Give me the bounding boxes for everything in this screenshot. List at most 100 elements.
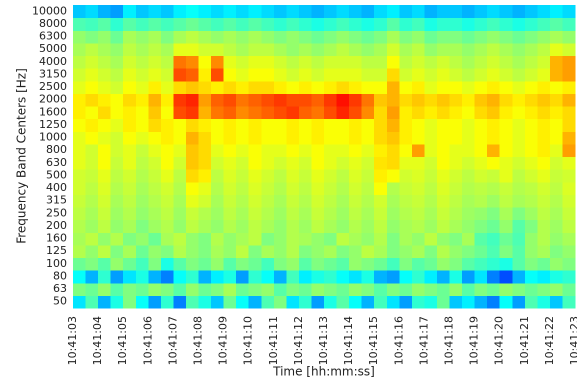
heat-cell	[311, 207, 325, 221]
heat-cell	[361, 118, 375, 132]
heat-cell	[499, 257, 513, 271]
heat-cell	[273, 181, 287, 195]
heat-cell	[185, 219, 199, 233]
heat-cell	[374, 131, 388, 145]
heat-cell	[211, 232, 225, 246]
heat-cell	[236, 219, 250, 233]
heat-cell	[311, 169, 325, 183]
heat-cell	[324, 106, 338, 120]
heat-cell	[261, 68, 275, 82]
heat-cell	[449, 30, 463, 44]
heat-cell	[311, 5, 325, 19]
heat-cell	[399, 5, 413, 19]
heat-cell	[474, 207, 488, 221]
heat-cell	[424, 80, 438, 94]
heat-cell	[298, 207, 312, 221]
heat-cell	[286, 282, 300, 296]
heat-cell	[248, 270, 262, 284]
heat-cell	[185, 143, 199, 157]
heat-cell	[85, 232, 99, 246]
heat-cell	[198, 194, 212, 208]
heat-cell	[399, 232, 413, 246]
heat-cell	[273, 282, 287, 296]
heat-cell	[524, 80, 538, 94]
heat-cell	[211, 156, 225, 170]
heat-cell	[349, 30, 363, 44]
heat-cell	[537, 295, 551, 309]
heat-cell	[436, 270, 450, 284]
heat-cell	[311, 106, 325, 120]
heat-cell	[487, 42, 501, 56]
heat-cell	[487, 131, 501, 145]
heat-cell	[436, 169, 450, 183]
heat-cell	[298, 181, 312, 195]
heat-cell	[524, 55, 538, 69]
heat-cell	[236, 93, 250, 107]
heat-cell	[110, 219, 124, 233]
heat-cell	[411, 244, 425, 258]
heat-cell	[424, 30, 438, 44]
heat-cell	[110, 257, 124, 271]
heat-cell	[549, 282, 563, 296]
heat-cell	[185, 156, 199, 170]
y-tick-label: 800	[46, 143, 67, 156]
heat-cell	[324, 257, 338, 271]
heat-cell	[198, 282, 212, 296]
heat-cell	[361, 55, 375, 69]
heat-cell	[499, 55, 513, 69]
heat-cell	[424, 257, 438, 271]
heat-cell	[135, 295, 149, 309]
heat-cell	[311, 219, 325, 233]
heat-cell	[349, 93, 363, 107]
heat-cell	[462, 282, 476, 296]
heat-cell	[73, 282, 87, 296]
heat-cell	[273, 257, 287, 271]
heat-cell	[85, 55, 99, 69]
heat-cell	[248, 169, 262, 183]
heat-cell	[487, 295, 501, 309]
heat-cell	[361, 80, 375, 94]
heat-cell	[449, 156, 463, 170]
heat-cell	[135, 93, 149, 107]
heat-cell	[436, 93, 450, 107]
heat-cell	[512, 270, 526, 284]
heat-cell	[424, 232, 438, 246]
y-tick-label: 10000	[32, 4, 67, 17]
heat-cell	[512, 30, 526, 44]
heat-cell	[562, 194, 576, 208]
heat-cell	[349, 295, 363, 309]
heat-cell	[562, 118, 576, 132]
heat-cell	[336, 270, 350, 284]
heat-cell	[286, 30, 300, 44]
heat-cell	[123, 55, 137, 69]
heat-cell	[324, 207, 338, 221]
heat-cell	[411, 181, 425, 195]
heat-cell	[324, 232, 338, 246]
heat-cell	[110, 207, 124, 221]
heat-cell	[474, 282, 488, 296]
heat-cell	[261, 93, 275, 107]
heat-cell	[462, 181, 476, 195]
heat-cell	[386, 106, 400, 120]
heat-cell	[211, 118, 225, 132]
heat-cell	[411, 207, 425, 221]
heat-cell	[160, 194, 174, 208]
heat-cell	[198, 30, 212, 44]
heat-cell	[336, 143, 350, 157]
heat-cell	[549, 207, 563, 221]
heat-cell	[436, 5, 450, 19]
heat-cell	[386, 17, 400, 31]
heat-cell	[336, 169, 350, 183]
x-tick-label: 10:41:19	[468, 316, 481, 365]
heat-cell	[411, 17, 425, 31]
heat-cell	[248, 219, 262, 233]
heat-cell	[160, 55, 174, 69]
heat-cell	[211, 68, 225, 82]
heat-cell	[411, 118, 425, 132]
heat-cell	[424, 244, 438, 258]
heat-cell	[374, 282, 388, 296]
heat-cell	[223, 194, 237, 208]
heat-cell	[524, 282, 538, 296]
heat-cell	[286, 207, 300, 221]
heat-cell	[85, 270, 99, 284]
